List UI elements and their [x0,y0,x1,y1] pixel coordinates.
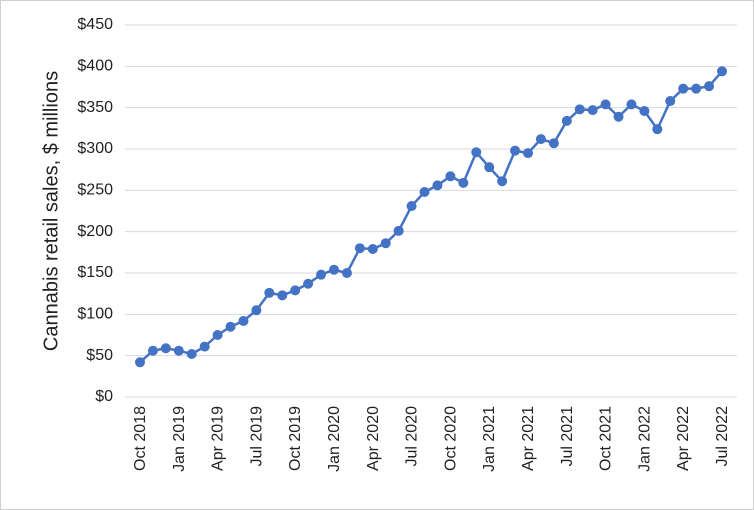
data-point [380,238,391,249]
data-point [548,138,559,149]
data-point [406,201,417,212]
data-point [264,287,275,298]
data-point [652,124,663,135]
x-tick-label: Jul 2022 [714,406,731,467]
y-axis-title: Cannabis retail sales, $ millions [40,71,62,351]
y-tick-label: $200 [77,223,113,240]
data-point [329,264,339,275]
y-tick-label: $0 [95,388,113,405]
data-point [600,99,611,110]
y-tick-label: $350 [77,99,113,116]
data-point [717,66,727,77]
data-point [303,278,314,289]
data-point [367,244,378,255]
data-point [510,145,521,156]
x-tick-label: Oct 2021 [598,406,615,471]
data-point [678,83,689,94]
x-tick-label: Jul 2019 [248,406,265,467]
data-point [639,105,650,116]
data-point [535,134,546,145]
x-tick-label: Jan 2022 [636,406,653,472]
data-point [626,99,637,110]
data-point [135,357,145,368]
y-tick-label: $400 [77,58,113,75]
y-tick-label: $450 [77,16,113,33]
y-tick-label: $100 [77,306,113,323]
x-tick-label: Oct 2019 [287,406,304,471]
data-point [704,81,715,92]
data-point [277,290,288,301]
data-point [419,186,430,197]
x-tick-label: Apr 2020 [365,406,382,471]
data-point [251,305,262,316]
data-point [290,285,301,296]
x-tick-label: Jul 2020 [404,406,421,467]
data-point [445,171,456,182]
data-point [691,83,702,94]
y-tick-label: $150 [77,264,113,281]
data-point [393,225,404,236]
data-point [432,180,443,191]
x-tick-label: Jan 2021 [481,406,498,472]
y-tick-label: $50 [86,347,113,364]
data-point [613,111,624,122]
data-point [497,176,508,187]
data-point [458,177,469,188]
data-point [225,321,236,332]
data-line [139,70,723,364]
data-point [316,269,327,280]
x-tick-label: Apr 2021 [520,406,537,471]
x-tick-label: Oct 2020 [442,406,459,471]
y-tick-label: $250 [77,182,113,199]
data-point [341,268,352,278]
data-point [523,148,533,159]
data-point [665,96,676,107]
y-tick-label: $300 [77,140,113,157]
data-point [173,345,184,356]
x-tick-label: Apr 2022 [675,406,692,471]
data-point [199,341,210,352]
x-tick-label: Jan 2020 [326,406,343,472]
x-tick-label: Jul 2021 [559,406,576,467]
data-point [587,105,598,116]
x-tick-label: Jan 2019 [171,406,188,472]
data-point [160,343,171,354]
data-point [354,243,365,254]
x-tick-label: Oct 2018 [132,406,149,471]
data-point [147,345,158,356]
data-point [238,315,249,326]
x-tick-label: Apr 2019 [210,406,227,471]
data-point [574,104,585,115]
data-point [484,162,495,173]
data-point [186,349,197,360]
data-point [471,147,482,158]
data-point [561,115,572,126]
data-point [212,330,223,340]
